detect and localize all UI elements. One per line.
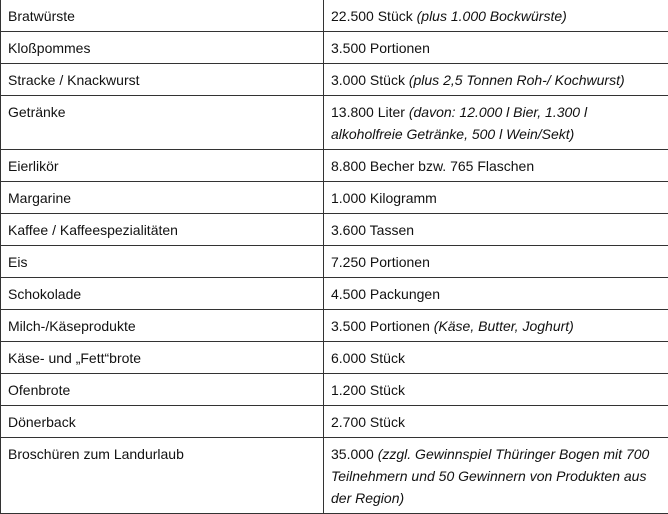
item-cell: Kloßpommes — [0, 31, 324, 64]
amount-value: 4.500 Packungen — [331, 286, 440, 302]
table-row: Eis 7.250 Portionen — [0, 245, 668, 278]
table-row: Stracke / Knackwurst 3.000 Stück (plus 2,… — [0, 63, 668, 96]
item-cell: Milch-/Käseprodukte — [0, 309, 324, 342]
item-cell: Broschüren zum Landurlaub — [0, 437, 324, 514]
amount-value: 3.500 Portionen — [331, 318, 430, 334]
amount-value: 2.700 Stück — [331, 414, 405, 430]
amount-cell: 3.000 Stück (plus 2,5 Tonnen Roh-/ Kochw… — [323, 63, 668, 96]
amount-value: 3.600 Tassen — [331, 222, 415, 238]
amount-cell: 4.500 Packungen — [323, 277, 668, 310]
amount-cell: 3.600 Tassen — [323, 213, 668, 246]
table-row: Broschüren zum Landurlaub 35.000 (zzgl. G… — [0, 437, 668, 514]
item-cell: Dönerback — [0, 405, 324, 438]
table-row: Getränke 13.800 Liter (davon: 12.000 l Bi… — [0, 95, 668, 150]
amount-value: 1.200 Stück — [331, 382, 405, 398]
amount-cell: 3.500 Portionen — [323, 31, 668, 64]
amount-value: 6.000 Stück — [331, 350, 405, 366]
table-row: Margarine 1.000 Kilogramm — [0, 181, 668, 214]
amount-note: (Käse, Butter, Joghurt) — [433, 318, 574, 334]
item-cell: Margarine — [0, 181, 324, 214]
table-row: Dönerback 2.700 Stück — [0, 405, 668, 438]
amount-cell: 35.000 (zzgl. Gewinnspiel Thüringer Boge… — [323, 437, 668, 514]
amount-cell: 6.000 Stück — [323, 341, 668, 374]
table-row: Milch-/Käseprodukte 3.500 Portionen (Käse… — [0, 309, 668, 342]
item-cell: Stracke / Knackwurst — [0, 63, 324, 96]
item-cell: Ofenbrote — [0, 373, 324, 406]
item-cell: Eis — [0, 245, 324, 278]
amount-note: (zzgl. Gewinnspiel Thüringer Bogen mit 7… — [331, 446, 650, 506]
amount-cell: 1.000 Kilogramm — [323, 181, 668, 214]
amount-cell: 8.800 Becher bzw. 765 Flaschen — [323, 149, 668, 182]
amount-value: 1.000 Kilogramm — [331, 190, 437, 206]
table-row: Käse- und „Fett“brote 6.000 Stück — [0, 341, 668, 374]
table-row: Ofenbrote 1.200 Stück — [0, 373, 668, 406]
table-row: Eierlikör 8.800 Becher bzw. 765 Flaschen — [0, 149, 668, 182]
amount-cell: 22.500 Stück (plus 1.000 Bockwürste) — [323, 0, 668, 32]
amount-cell: 2.700 Stück — [323, 405, 668, 438]
amount-value: 3.000 Stück — [331, 72, 405, 88]
amount-note: (plus 2,5 Tonnen Roh-/ Kochwurst) — [408, 72, 625, 88]
amount-cell: 13.800 Liter (davon: 12.000 l Bier, 1.30… — [323, 95, 668, 150]
amount-value: 7.250 Portionen — [331, 254, 430, 270]
amount-value: 22.500 Stück — [331, 8, 413, 24]
item-cell: Käse- und „Fett“brote — [0, 341, 324, 374]
amount-cell: 3.500 Portionen (Käse, Butter, Joghurt) — [323, 309, 668, 342]
table-row: Kloßpommes 3.500 Portionen — [0, 31, 668, 64]
amount-note: (plus 1.000 Bockwürste) — [416, 8, 567, 24]
amount-cell: 1.200 Stück — [323, 373, 668, 406]
table-row: Kaffee / Kaffeespezialitäten 3.600 Tassen — [0, 213, 668, 246]
amount-cell: 7.250 Portionen — [323, 245, 668, 278]
amount-value: 35.000 — [331, 446, 374, 462]
item-cell: Eierlikör — [0, 149, 324, 182]
item-cell: Bratwürste — [0, 0, 324, 32]
item-cell: Schokolade — [0, 277, 324, 310]
amount-value: 8.800 Becher bzw. 765 Flaschen — [331, 158, 535, 174]
amount-value: 13.800 Liter — [331, 104, 405, 120]
table-row: Bratwürste 22.500 Stück (plus 1.000 Bockw… — [0, 0, 668, 32]
amount-note: (davon: 12.000 l Bier, 1.300 l alkoholfr… — [331, 104, 588, 142]
amount-value: 3.500 Portionen — [331, 40, 430, 56]
table-row: Schokolade 4.500 Packungen — [0, 277, 668, 310]
item-cell: Kaffee / Kaffeespezialitäten — [0, 213, 324, 246]
item-cell: Getränke — [0, 95, 324, 150]
